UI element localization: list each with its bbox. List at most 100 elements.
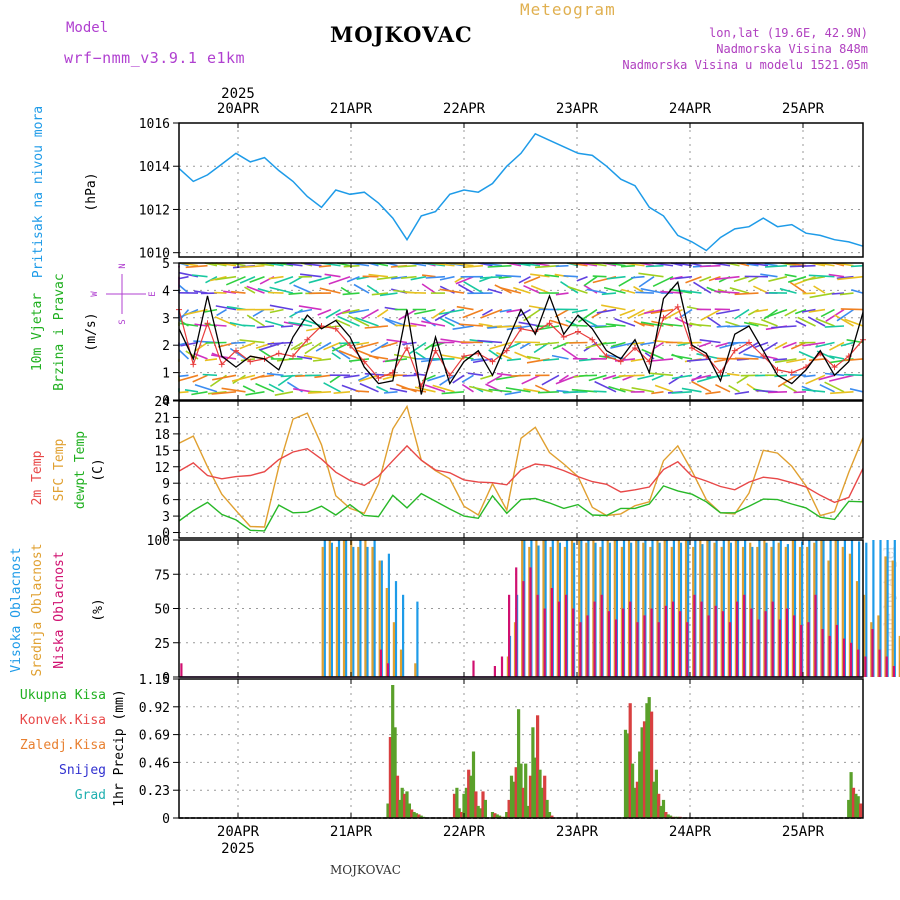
wind-arrow — [383, 391, 398, 394]
cloud-low-bar — [379, 649, 382, 677]
wind-arrow — [671, 391, 693, 394]
wind-gust-marker — [275, 350, 282, 357]
cloud-mid-bar — [827, 560, 830, 677]
cloud-low-bar — [515, 567, 518, 677]
wind-arrow — [296, 355, 313, 360]
wind-arrow — [384, 317, 408, 327]
precip-bar — [490, 812, 495, 818]
wind-arrow — [541, 374, 560, 386]
wind-arrow — [844, 358, 864, 362]
wind-arrow — [480, 308, 503, 319]
cloud-high-bar — [416, 601, 419, 677]
cloud-high-bar — [729, 542, 732, 677]
wind-arrow — [414, 386, 436, 393]
precip-bar — [856, 796, 860, 818]
wind-arrow — [286, 263, 303, 267]
wind-arrow — [506, 358, 522, 362]
wind-arrow — [314, 374, 332, 379]
product-title: Meteogram — [520, 0, 616, 19]
cloud-mid-bar — [506, 656, 509, 677]
temp-title-1: 2m Temp — [30, 450, 45, 505]
cloud-low-bar — [386, 663, 390, 677]
wind-arrow — [793, 391, 807, 394]
wind-arrow — [771, 325, 797, 329]
cloud-low-bar — [636, 622, 639, 677]
wind-arrow — [328, 275, 351, 285]
cloud-mid-bar — [749, 542, 752, 677]
wind-gust-marker — [461, 353, 467, 360]
wind-arrow — [452, 374, 465, 384]
wind-arrow — [424, 384, 446, 393]
cloud-mid-bar — [791, 540, 794, 677]
top-date-label-4: 24APR — [669, 101, 712, 117]
cloud-mid-bar — [642, 542, 645, 677]
precip-bar — [512, 781, 516, 818]
wind-gust-marker — [788, 369, 795, 376]
wind-arrow — [355, 341, 379, 350]
top-year-label: 2025 — [221, 86, 255, 102]
wind-arrow — [774, 358, 797, 364]
cloud-low-bar — [600, 594, 603, 677]
wind-arrow — [514, 341, 541, 344]
wind-arrow — [495, 274, 522, 278]
wind-arrow — [337, 315, 360, 327]
wind-arrow — [523, 275, 541, 284]
cloud-mid-bar — [684, 540, 688, 677]
wind-arrow — [761, 318, 778, 327]
wind-arrow — [743, 353, 769, 360]
wind-arrow — [699, 339, 721, 344]
wind-arrow — [386, 338, 408, 344]
wind-arrow — [439, 374, 455, 386]
cloud-mid-bar — [884, 556, 887, 677]
precip-bar — [521, 787, 525, 818]
lonlat-info: lon,lat (19.6E, 42.9N) — [709, 26, 868, 40]
wind-arrow — [632, 341, 645, 345]
cloud-mid-bar — [563, 546, 566, 677]
precip-bar — [849, 772, 853, 818]
wind-gust-marker — [503, 347, 510, 354]
wind-arrow — [820, 308, 835, 318]
precip-bar — [547, 812, 552, 818]
wind-arrow — [331, 341, 351, 352]
precip-bar — [452, 793, 457, 818]
cloud-mid-bar — [528, 546, 531, 677]
wind-arrow — [640, 321, 664, 327]
wind-arrow — [660, 290, 683, 294]
wind-gust-marker — [518, 325, 524, 332]
wind-gust-marker — [233, 347, 239, 354]
wind-arrow — [289, 276, 303, 285]
cloud-high-bar — [708, 540, 711, 677]
precip-bar — [386, 803, 390, 818]
cloud-mid-bar — [798, 546, 802, 677]
precip-legend-conv: Konvek.Kisa — [20, 713, 106, 728]
cloud-high-bar — [758, 540, 761, 677]
wind-arrow — [818, 374, 835, 381]
wind-arrow — [760, 273, 778, 278]
precip-bar — [540, 787, 544, 818]
cloud-mid-bar — [770, 546, 773, 677]
precip-bar — [403, 793, 407, 818]
y-tick-label: 0.92 — [139, 701, 170, 716]
cloud-low-bar — [892, 666, 895, 677]
wind-arrow — [325, 308, 341, 319]
wind-arrow — [650, 358, 674, 362]
cloud-mid-bar — [727, 540, 730, 677]
precip-bar — [391, 685, 395, 818]
wind-arrow — [221, 387, 246, 393]
cloud-low-bar — [607, 611, 610, 677]
wind-arrow — [324, 273, 341, 278]
wind-arrow — [706, 316, 721, 327]
temp-title-3: dewpt Temp — [73, 431, 88, 509]
wind-arrow — [627, 308, 645, 320]
cloud-low-bar — [643, 615, 646, 677]
cloud-mid-bar — [656, 540, 659, 677]
wind-arrow — [256, 325, 275, 329]
wind-gust-marker — [746, 339, 752, 346]
wind-arrow — [523, 284, 541, 294]
bottom-date-label-4: 24APR — [669, 824, 712, 840]
wind-arrow — [239, 264, 265, 269]
precip-bar — [419, 815, 423, 818]
cloud-low-bar — [572, 608, 575, 677]
wind-arrow — [266, 372, 284, 377]
wind-arrow — [652, 275, 674, 288]
